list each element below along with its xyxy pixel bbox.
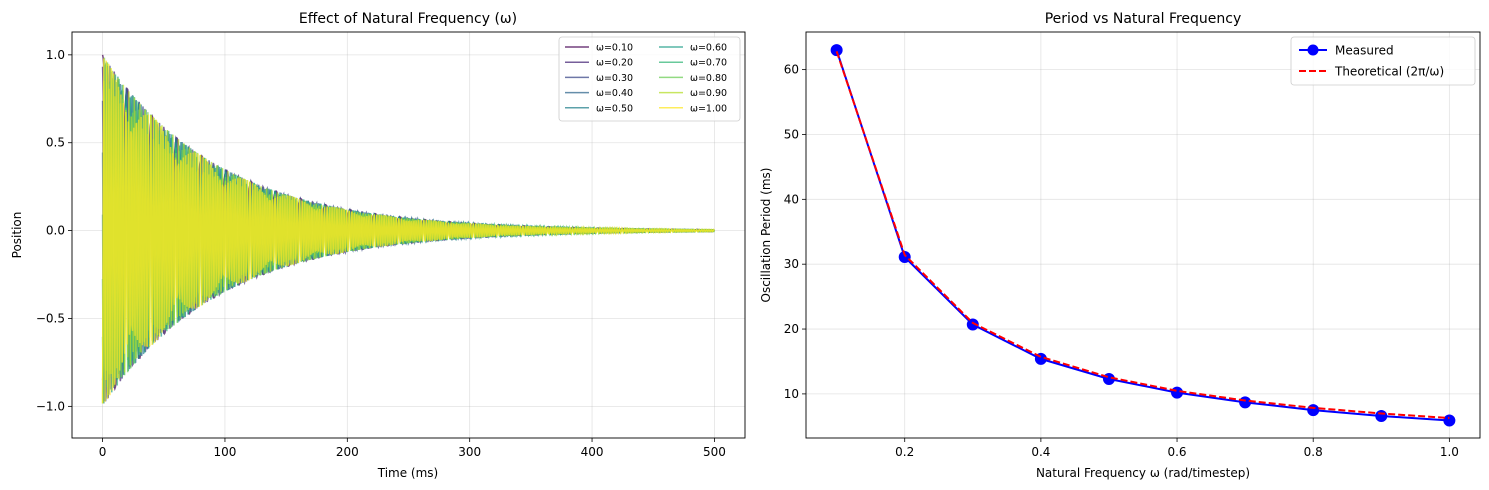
oscillation-chart: 0 100 200 300 400 500 −1.0 −0.5 0.0 0.5 1.0 Effec… <box>10 11 746 480</box>
right-y-tick-label: 60 <box>784 63 799 77</box>
right-legend-label-theoretical: Theoretical (2π/ω) <box>1334 65 1444 79</box>
measured-point <box>1171 386 1184 399</box>
measured-point <box>966 318 979 331</box>
right-axes-frame <box>805 31 1481 439</box>
left-x-tick-label: 0 <box>99 445 107 459</box>
right-legend-label-measured: Measured <box>1335 44 1394 58</box>
left-x-tick-label: 200 <box>336 445 359 459</box>
left-legend-label: ω=1.00 <box>690 103 727 114</box>
right-y-ticks: 10 20 30 40 50 60 <box>784 63 806 401</box>
right-legend-box <box>1290 36 1476 86</box>
right-x-tick-label: 0.8 <box>1304 445 1323 459</box>
theoretical-line <box>835 50 1450 420</box>
left-y-tick-label: −1.0 <box>36 399 65 413</box>
left-y-axis-label: Position <box>10 212 24 259</box>
right-y-axis-label: Oscillation Period (ms) <box>759 168 773 303</box>
left-series-line <box>101 58 715 404</box>
left-y-tick-label: 0.0 <box>46 224 65 238</box>
right-legend: Measured Theoretical (2π/ω) <box>1290 36 1476 86</box>
right-y-tick-label: 10 <box>784 387 799 401</box>
left-legend-label: ω=0.20 <box>596 58 633 69</box>
left-legend-box <box>558 36 741 122</box>
right-series-group <box>830 44 1456 427</box>
right-x-tick-label: 0.4 <box>1031 445 1050 459</box>
left-y-tick-label: 0.5 <box>46 136 65 150</box>
left-y-tick-label: 1.0 <box>46 48 65 62</box>
measured-point <box>1375 409 1388 422</box>
left-x-tick-label: 300 <box>458 445 481 459</box>
right-y-tick-label: 20 <box>784 322 799 336</box>
left-legend-label: ω=0.50 <box>596 103 633 114</box>
left-legend-label: ω=0.80 <box>690 73 727 84</box>
left-x-tick-label: 500 <box>703 445 726 459</box>
right-x-tick-label: 1.0 <box>1440 445 1459 459</box>
left-x-ticks: 0 100 200 300 400 500 <box>99 438 726 459</box>
right-chart-title: Period vs Natural Frequency <box>1045 11 1242 27</box>
measured-point <box>1239 396 1252 409</box>
measured-point <box>898 251 911 264</box>
left-series-group <box>101 54 716 404</box>
right-y-tick-label: 40 <box>784 192 799 206</box>
right-legend-marker-measured <box>1307 44 1319 56</box>
right-x-ticks: 0.2 0.4 0.6 0.8 1.0 <box>895 438 1459 459</box>
left-legend-label: ω=0.90 <box>690 88 727 99</box>
left-legend-label: ω=0.60 <box>690 43 727 54</box>
left-axes-frame <box>71 31 746 439</box>
measured-point <box>1307 404 1320 417</box>
right-gridlines <box>806 32 1480 438</box>
left-legend-label: ω=0.70 <box>690 58 727 69</box>
left-y-tick-label: −0.5 <box>36 311 65 325</box>
period-chart: 0.2 0.4 0.6 0.8 1.0 10 20 30 40 50 60 Period vs N… <box>759 11 1481 480</box>
left-legend: ω=0.10 ω=0.20 ω=0.30 ω=0.40 ω=0.50 ω=0.60 ω=0.… <box>558 36 741 122</box>
right-y-tick-label: 50 <box>784 127 799 141</box>
right-y-tick-label: 30 <box>784 257 799 271</box>
left-x-axis-label: Time (ms) <box>377 466 439 480</box>
left-x-tick-label: 100 <box>214 445 237 459</box>
left-legend-label: ω=0.30 <box>596 73 633 84</box>
measured-point <box>1443 414 1456 427</box>
left-y-ticks: −1.0 −0.5 0.0 0.5 1.0 <box>36 48 72 413</box>
right-x-tick-label: 0.6 <box>1167 445 1186 459</box>
left-legend-label: ω=0.10 <box>596 43 633 54</box>
right-x-tick-label: 0.2 <box>895 445 914 459</box>
measured-point <box>830 44 843 57</box>
measured-line <box>835 49 1450 422</box>
left-x-tick-label: 400 <box>581 445 604 459</box>
left-legend-label: ω=0.40 <box>596 88 633 99</box>
right-x-axis-label: Natural Frequency ω (rad/timestep) <box>1036 466 1250 480</box>
left-chart-title: Effect of Natural Frequency (ω) <box>299 11 517 27</box>
